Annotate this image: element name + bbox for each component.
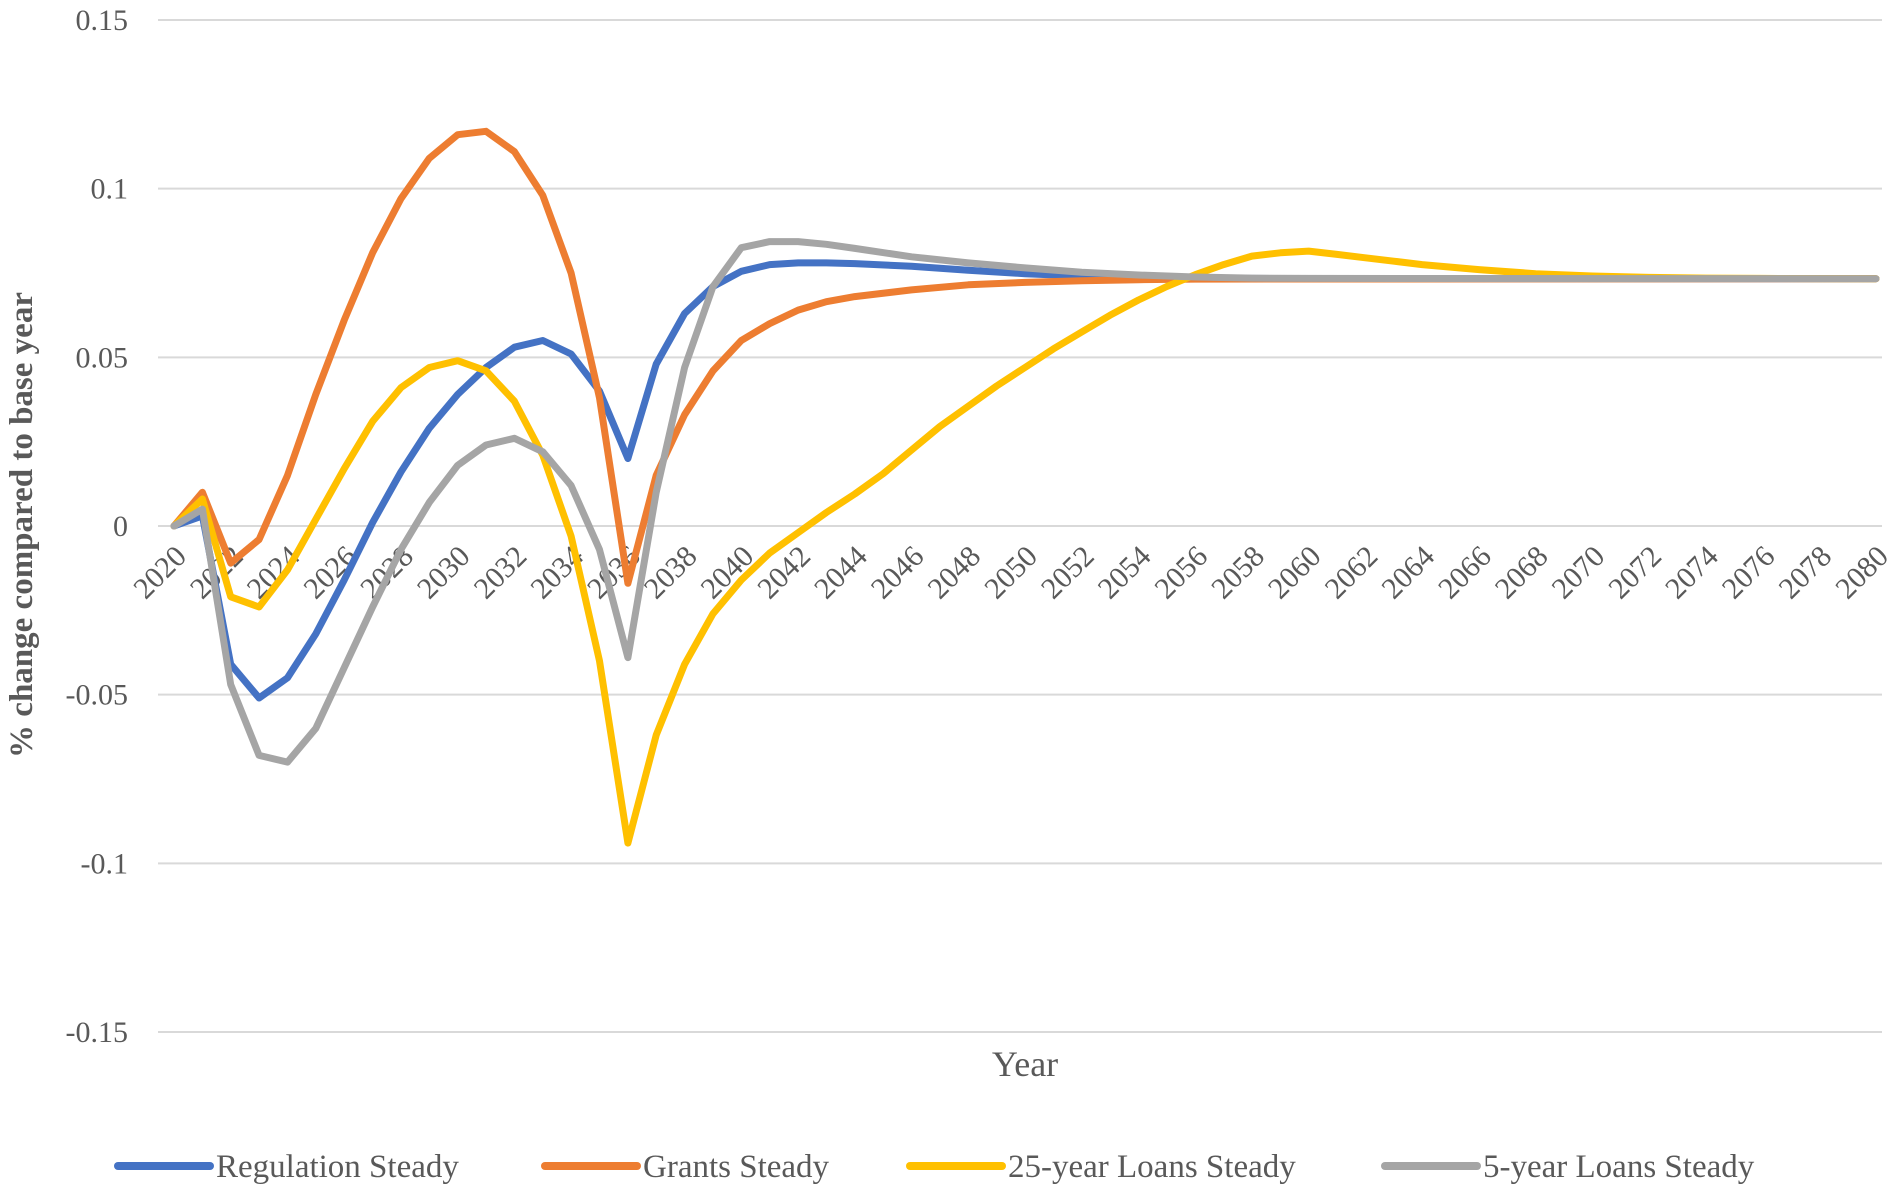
x-tick-label: 2062 (1319, 540, 1385, 606)
x-tick-label: 2026 (297, 540, 363, 606)
x-tick-label: 2044 (808, 540, 874, 606)
x-tick-label: 2032 (468, 540, 534, 606)
gridlines (158, 19, 1882, 1033)
x-tick-label: 2048 (921, 540, 987, 606)
x-tick-label: 2076 (1716, 540, 1782, 606)
x-tick-label: 2054 (1092, 540, 1158, 606)
x-tick-label: 2046 (865, 540, 931, 606)
x-tick-label: 2052 (1035, 540, 1101, 606)
x-tick-label: 2030 (411, 540, 477, 606)
y-axis-title: % change compared to base year (4, 292, 40, 758)
x-tick-label: 2068 (1489, 540, 1555, 606)
legend-label: Regulation Steady (216, 1149, 459, 1185)
x-tick-label: 2058 (1205, 540, 1271, 606)
legend: Regulation Steady Grants Steady 25-year Lo… (114, 1149, 1755, 1185)
x-axis-title: Year (992, 1044, 1058, 1084)
x-tick-label: 2056 (1148, 540, 1214, 606)
y-tick-label: -0.15 (66, 1016, 129, 1049)
legend-label: Grants Steady (643, 1149, 830, 1185)
x-tick-label: 2050 (978, 540, 1044, 606)
y-tick-label: -0.1 (81, 847, 129, 880)
x-tick-label: 2074 (1659, 540, 1725, 606)
series-lines (170, 127, 1880, 847)
x-tick-label: 2072 (1602, 540, 1668, 606)
y-tick-label: 0.1 (91, 173, 129, 206)
y-tick-label: 0 (113, 510, 128, 543)
x-tick-label: 2078 (1772, 540, 1838, 606)
x-tick-label: 2020 (127, 540, 193, 606)
series-line (170, 127, 1880, 587)
series-line (170, 238, 1880, 766)
x-tick-label: 2066 (1432, 540, 1498, 606)
legend-label: 25-year Loans Steady (1008, 1149, 1296, 1185)
y-tick-label: 0.05 (76, 341, 129, 374)
y-tick-label: -0.05 (66, 679, 129, 712)
y-tick-label: 0.15 (76, 4, 129, 37)
x-tick-label: 2080 (1829, 540, 1892, 606)
legend-label: 5-year Loans Steady (1483, 1149, 1755, 1185)
series-line (170, 247, 1880, 847)
x-tick-label: 2042 (751, 540, 817, 606)
x-tick-label: 2060 (1262, 540, 1328, 606)
x-tick-label: 2070 (1546, 540, 1612, 606)
x-tick-label: 2064 (1375, 540, 1441, 606)
y-axis-ticks: 0.15 0.1 0.05 0 -0.05 -0.1 -0.15 (66, 4, 129, 1049)
series-line (170, 259, 1880, 702)
